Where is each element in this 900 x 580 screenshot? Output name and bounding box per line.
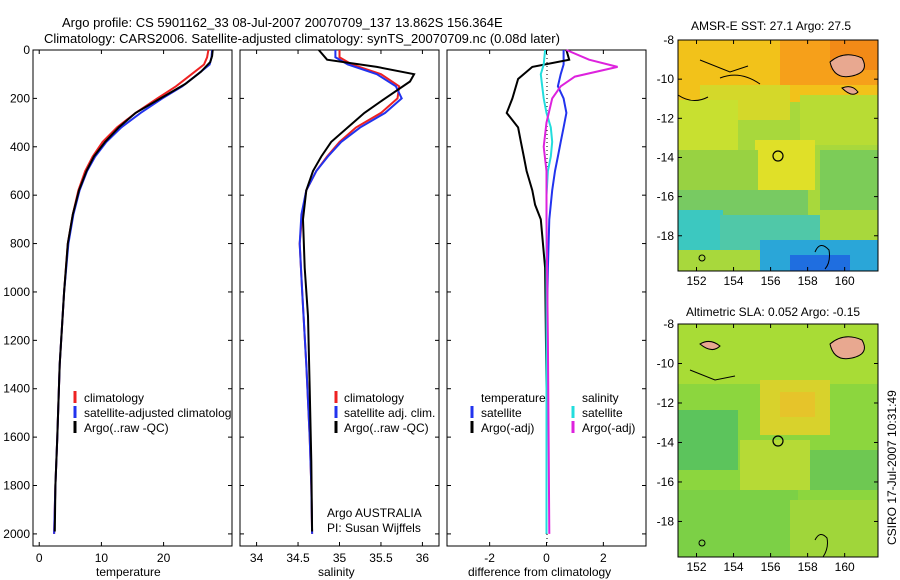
difference-legend: temperature satellite Argo(-adj) salinit… [470, 391, 635, 435]
depth-tick-label: 0 [23, 43, 30, 57]
map-x-tick-label: 160 [835, 560, 855, 574]
map-y-tick-label: -14 [657, 150, 675, 164]
sla-argo-marker [772, 435, 784, 447]
x-tick-label: 36 [416, 551, 430, 565]
legend-satellite-adjusted: satellite-adjusted climatolog [84, 406, 231, 420]
sla-heatmap [678, 324, 878, 557]
x-tick-label: -2 [484, 551, 495, 565]
map-x-tick-label: 152 [687, 560, 707, 574]
depth-tick-label: 800 [10, 237, 30, 251]
legend-argo-raw: Argo(..raw -QC) [344, 421, 429, 435]
difference-xlabel: difference from climatology [468, 565, 611, 579]
depth-tick-label: 200 [10, 91, 30, 105]
sst-argo-marker [772, 150, 784, 162]
temperature-legend: climatology satellite-adjusted climatolo… [73, 391, 231, 435]
salinity-panel: 34 34.5 35 35.5 36 salinity climatology sate… [239, 49, 440, 579]
x-tick-label: 34 [250, 551, 264, 565]
map-x-tick-label: 160 [835, 274, 855, 288]
depth-tick-label: 1800 [3, 479, 30, 493]
x-tick-label: 2 [600, 551, 607, 565]
map-y-tick-label: -10 [657, 72, 675, 86]
map-y-tick-label: -18 [657, 514, 675, 528]
title-line1: Argo profile: CS 5901162_33 08-Jul-2007 … [62, 15, 503, 30]
depth-tick-label: 1200 [3, 333, 30, 347]
map-y-tick-label: -14 [657, 435, 675, 449]
map-x-tick-label: 152 [687, 274, 707, 288]
salinity-xlabel: salinity [318, 565, 355, 579]
legend-climatology: climatology [344, 391, 404, 405]
legend-sal-satellite: satellite [582, 406, 623, 420]
map-y-tick-label: -16 [657, 475, 675, 489]
x-tick-label: 35.5 [369, 551, 393, 565]
temperature-panel: 0 10 20 temperature climatology satellite-… [32, 49, 233, 579]
sst-map-title: AMSR-E SST: 27.1 Argo: 27.5 [691, 19, 851, 33]
profile-line-black [53, 49, 214, 532]
map-x-tick-label: 154 [724, 560, 744, 574]
sst-heatmap [678, 40, 878, 271]
legend-salinity-title: salinity [582, 391, 619, 405]
x-tick-label: 10 [95, 551, 109, 565]
map-y-tick-label: -12 [657, 111, 675, 125]
map-y-tick-label: -10 [657, 356, 675, 370]
map-x-tick-label: 158 [798, 274, 818, 288]
sst-map-frame [677, 39, 879, 272]
temperature-axes [32, 49, 233, 547]
map-x-tick-label: 154 [724, 274, 744, 288]
profile-line-magenta [542, 49, 618, 534]
profile-line-black [505, 49, 571, 534]
x-tick-label: 20 [157, 551, 171, 565]
map-y-tick-label: -8 [663, 317, 674, 331]
depth-tick-label: 2000 [3, 527, 30, 541]
depth-axis-labels: 0 200 400 600 800 1000 1200 1400 1600 1800 2000 [3, 43, 30, 541]
annotation-line2: PI: Susan Wijffels [327, 521, 421, 535]
salinity-axes [239, 49, 440, 547]
legend-sal-argo: Argo(-adj) [582, 421, 635, 435]
profile-line-blue [298, 50, 403, 534]
sla-map-frame [677, 323, 879, 558]
map-x-tick-label: 158 [798, 560, 818, 574]
depth-tick-label: 1000 [3, 285, 30, 299]
sla-map: Altimetric SLA: 0.052 Argo: -0.15 152 154… [657, 305, 879, 574]
legend-climatology: climatology [84, 391, 144, 405]
legend-argo-raw: Argo(..raw -QC) [84, 421, 169, 435]
legend-satellite-adj: satellite adj. clim. [344, 406, 435, 420]
legend-temp-argo: Argo(-adj) [481, 421, 534, 435]
map-x-tick-label: 156 [761, 274, 781, 288]
temperature-xlabel: temperature [96, 565, 161, 579]
x-tick-label: 0 [543, 551, 550, 565]
x-tick-label: 35 [333, 551, 347, 565]
map-y-tick-label: -12 [657, 396, 675, 410]
depth-tick-label: 1400 [3, 382, 30, 396]
profile-line-black [301, 49, 416, 532]
sla-map-title: Altimetric SLA: 0.052 Argo: -0.15 [686, 305, 860, 319]
x-tick-label: 0 [36, 551, 43, 565]
side-label: CSIRO 17-Jul-2007 10:31:49 [885, 390, 899, 545]
map-x-tick-label: 156 [761, 560, 781, 574]
map-y-tick-label: -18 [657, 229, 675, 243]
title-line2: Climatology: CARS2006. Satellite-adjuste… [44, 31, 560, 46]
map-y-tick-label: -16 [657, 190, 675, 204]
depth-tick-label: 400 [10, 140, 30, 154]
legend-temp-satellite: satellite [481, 406, 522, 420]
map-y-tick-label: -8 [663, 33, 674, 47]
depth-tick-label: 600 [10, 188, 30, 202]
x-tick-label: 34.5 [286, 551, 310, 565]
depth-tick-label: 1600 [3, 430, 30, 444]
legend-temperature-title: temperature [481, 391, 546, 405]
sst-map: AMSR-E SST: 27.1 Argo: 27.5 [657, 19, 879, 288]
salinity-legend: climatology satellite adj. clim. Argo(..… [334, 391, 435, 435]
annotation-line1: Argo AUSTRALIA [327, 506, 422, 520]
difference-panel: -2 0 2 difference from climatology tempera… [446, 49, 647, 579]
